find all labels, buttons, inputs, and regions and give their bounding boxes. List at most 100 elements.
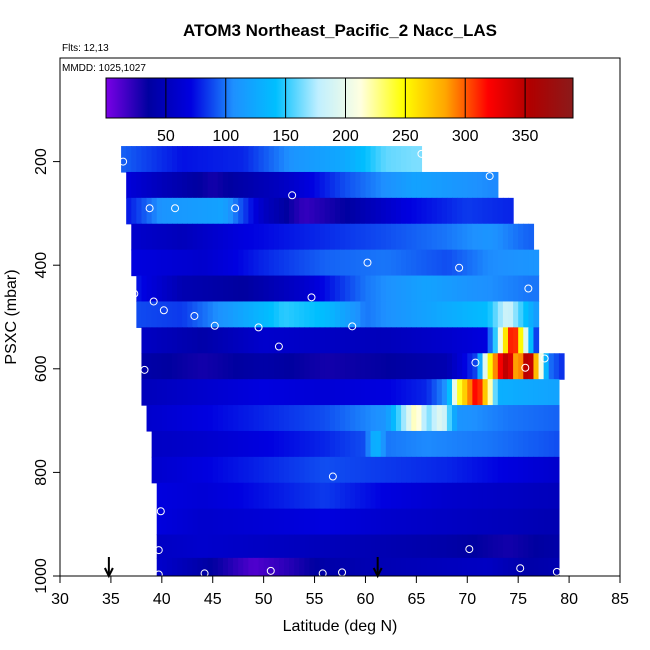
heatmap-cell — [533, 353, 540, 380]
heatmap-cell — [299, 223, 305, 251]
heatmap-cell — [182, 171, 188, 199]
heatmap-cell — [263, 456, 270, 484]
heatmap-cell — [441, 456, 448, 484]
heatmap-cell — [197, 171, 204, 199]
heatmap-cell — [161, 327, 168, 354]
heatmap-cell — [273, 197, 280, 225]
heatmap-cell — [528, 534, 535, 559]
heatmap-cell — [243, 353, 249, 380]
heatmap-cell — [233, 379, 239, 406]
sample-point — [130, 289, 139, 298]
heatmap-cell — [508, 557, 514, 576]
heatmap-cell — [309, 379, 316, 406]
heatmap-cell — [233, 534, 239, 559]
heatmap-cell — [141, 301, 148, 328]
heatmap-cell — [319, 508, 326, 536]
heatmap-cell — [212, 405, 219, 432]
heatmap-cell — [457, 508, 463, 536]
heatmap-cell — [340, 379, 346, 406]
heatmap-cell — [431, 405, 438, 432]
heatmap-cell — [355, 456, 361, 484]
heatmap-cell — [319, 275, 326, 303]
heatmap-cell — [370, 146, 377, 173]
heatmap-band — [126, 197, 514, 225]
heatmap-cell — [477, 197, 484, 225]
heatmap-cell — [502, 327, 509, 354]
heatmap-cell — [467, 508, 473, 536]
heatmap-cell — [345, 171, 351, 199]
heatmap-cell — [482, 534, 489, 559]
heatmap-cell — [416, 508, 423, 536]
sample-point — [171, 204, 180, 213]
heatmap-cell — [436, 405, 443, 432]
heatmap-cell — [289, 249, 295, 277]
colorbar-ticks: 50 100 150 200 250 300 350 — [157, 78, 539, 145]
heatmap-cell — [390, 197, 397, 225]
heatmap-cell — [553, 482, 560, 510]
heatmap-cell — [228, 223, 234, 251]
heatmap-cell — [177, 197, 183, 225]
heatmap-cell — [436, 223, 443, 251]
heatmap-cell — [258, 405, 265, 432]
heatmap-cell — [304, 557, 311, 576]
heatmap-cell — [161, 405, 168, 432]
x-axis-label: Latitude (deg N) — [283, 618, 398, 635]
heatmap-cell — [263, 249, 270, 277]
heatmap-cell — [324, 379, 331, 406]
heatmap-cell — [212, 482, 219, 510]
heatmap-cell — [441, 249, 448, 277]
x-tick-label: 35 — [102, 591, 120, 608]
heatmap-cell — [258, 171, 265, 199]
heatmap-cell — [446, 379, 453, 406]
heatmap-cell — [538, 534, 545, 559]
heatmap-cell — [187, 171, 193, 199]
heatmap-cell — [289, 534, 295, 559]
heatmap-cell — [385, 223, 392, 251]
heatmap-cell — [421, 482, 428, 510]
heatmap-cell — [426, 171, 433, 199]
heatmap-cell — [329, 171, 336, 199]
heatmap-cell — [375, 223, 382, 251]
heatmap-cell — [411, 379, 417, 406]
heatmap-cell — [319, 405, 326, 432]
heatmap-cell — [197, 275, 204, 303]
heatmap-cell — [146, 379, 153, 406]
heatmap-cell — [228, 405, 234, 432]
heatmap-cell — [334, 275, 341, 303]
heatmap-cell — [446, 223, 453, 251]
heatmap-cell — [533, 508, 540, 536]
heatmap-cell — [187, 534, 193, 559]
heatmap-cell — [177, 379, 183, 406]
heatmap-cell — [166, 557, 173, 576]
heatmap-cell — [452, 171, 458, 199]
heatmap-cell — [172, 197, 178, 225]
heatmap-band — [141, 379, 560, 406]
heatmap-cell — [212, 508, 219, 536]
heatmap-cell — [258, 430, 265, 458]
heatmap-cell — [131, 146, 137, 173]
heatmap-cell — [482, 379, 489, 406]
heatmap-cell — [390, 353, 397, 380]
heatmap-cell — [217, 482, 224, 510]
heatmap-cell — [284, 482, 290, 510]
heatmap-cell — [431, 197, 438, 225]
sample-point — [465, 545, 474, 554]
heatmap-cell — [228, 171, 234, 199]
heatmap-cell — [492, 353, 499, 380]
heatmap-cell — [497, 353, 504, 380]
heatmap-cell — [492, 275, 499, 303]
heatmap-cell — [370, 508, 377, 536]
heatmap-cell — [238, 327, 244, 354]
heatmap-cell — [375, 482, 382, 510]
heatmap-cell — [441, 379, 448, 406]
heatmap-cell — [553, 456, 560, 484]
heatmap-cell — [136, 146, 143, 173]
heatmap-cell — [365, 301, 372, 328]
heatmap-cell — [197, 405, 204, 432]
heatmap-cell — [284, 327, 290, 354]
heatmap-cell — [482, 456, 489, 484]
heatmap-cell — [258, 456, 265, 484]
heatmap-cell — [431, 482, 438, 510]
heatmap-cell — [492, 223, 499, 251]
heatmap-cell — [141, 275, 148, 303]
